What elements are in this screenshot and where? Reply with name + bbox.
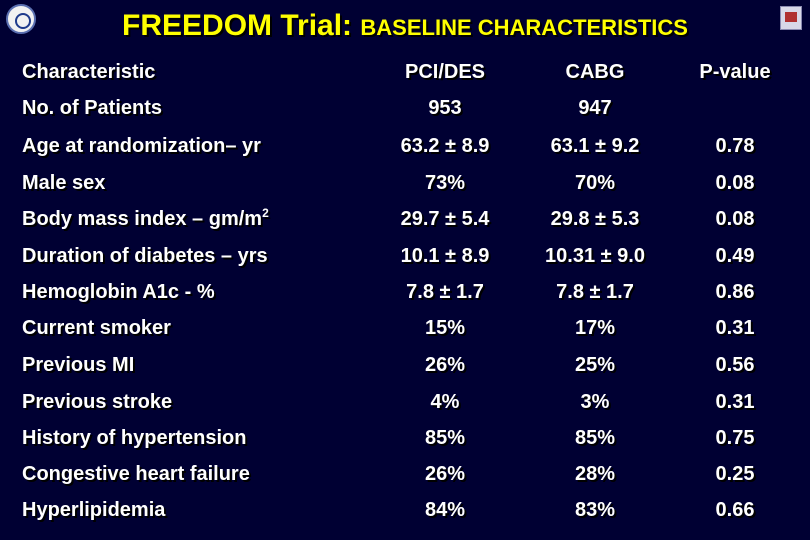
- table-row: Previous stroke 4% 3% 0.31: [0, 384, 810, 420]
- row-label-text: Age at randomization– yr: [22, 135, 261, 157]
- table-row: Congestive heart failure 26% 28% 0.25: [0, 456, 810, 492]
- cabg-value: 63.1 ± 9.2: [550, 135, 640, 157]
- table-row: Hyperlipidemia 84% 83% 0.66: [0, 492, 810, 528]
- row-label-text: Male sex: [22, 172, 106, 194]
- row-label-text: No. of Patients: [22, 97, 163, 119]
- pci-des-value: 7.8 ± 1.7: [406, 281, 484, 303]
- row-label-text: Hyperlipidemia: [22, 499, 166, 521]
- cabg-value: 17%: [574, 317, 616, 339]
- row-label-text: Hemoglobin A1c - %: [22, 281, 215, 303]
- heart-logo-right: [780, 6, 802, 30]
- cabg-value: 947: [578, 97, 612, 119]
- pci-des-value: 84%: [424, 499, 466, 521]
- cabg-value: 25%: [574, 354, 616, 376]
- pci-des-value: 26%: [424, 354, 466, 376]
- row-label: Previous MI: [22, 347, 134, 383]
- row-label-superscript: 2: [262, 206, 269, 220]
- row-label: Hemoglobin A1c - %: [22, 274, 215, 310]
- p-value: 0.75: [715, 427, 755, 449]
- pci-des-value: 63.2 ± 8.9: [400, 135, 490, 157]
- row-label: Previous stroke: [22, 384, 172, 420]
- table-row: No. of Patients 953 947: [0, 90, 810, 126]
- title-main: FREEDOM Trial:: [122, 9, 353, 42]
- cabg-value: 29.8 ± 5.3: [550, 208, 640, 230]
- p-value: 0.78: [715, 135, 755, 157]
- row-label: Male sex: [22, 165, 105, 201]
- pci-des-value: 15%: [424, 317, 466, 339]
- table-row: Previous MI 26% 25% 0.56: [0, 347, 810, 383]
- cabg-value: 83%: [574, 499, 616, 521]
- slide-title: FREEDOM Trial: BASELINE CHARACTERISTICS: [0, 8, 810, 46]
- trial-logo-left: [6, 4, 36, 34]
- pci-des-value: 73%: [424, 172, 466, 194]
- header-p-value: P-value: [699, 61, 771, 83]
- p-value: 0.31: [715, 391, 755, 413]
- table-row: Age at randomization– yr 63.2 ± 8.9 63.1 ±…: [0, 128, 810, 164]
- row-label: History of hypertension: [22, 420, 246, 456]
- header-characteristic: Characteristic: [22, 61, 156, 83]
- row-label: Duration of diabetes – yrs: [22, 238, 268, 274]
- table-row: History of hypertension 85% 85% 0.75: [0, 420, 810, 456]
- table-row: Male sex 73% 70% 0.08: [0, 165, 810, 201]
- title-sub: BASELINE CHARACTERISTICS: [360, 15, 688, 40]
- pci-des-value: 29.7 ± 5.4: [400, 208, 490, 230]
- p-value: 0.86: [715, 281, 755, 303]
- pci-des-value: 85%: [424, 427, 466, 449]
- row-label-text: Previous MI: [22, 354, 135, 376]
- cabg-value: 10.31 ± 9.0: [545, 245, 645, 267]
- cabg-value: 3%: [580, 391, 610, 413]
- p-value: 0.08: [715, 208, 755, 230]
- row-label: Hyperlipidemia: [22, 492, 165, 528]
- table-header-row: Characteristic PCI/DES CABG P-value: [0, 54, 810, 90]
- row-label: Congestive heart failure: [22, 456, 250, 492]
- header-pci-des: PCI/DES: [404, 61, 486, 83]
- pci-des-value: 26%: [424, 463, 466, 485]
- row-label-text: Congestive heart failure: [22, 463, 250, 485]
- row-label: Current smoker: [22, 310, 171, 346]
- header-cabg: CABG: [565, 61, 625, 83]
- table-row: Hemoglobin A1c - % 7.8 ± 1.7 7.8 ± 1.7 0.86: [0, 274, 810, 310]
- row-label-text: History of hypertension: [22, 427, 247, 449]
- row-label-text: Duration of diabetes – yrs: [22, 245, 268, 267]
- cabg-value: 7.8 ± 1.7: [556, 281, 634, 303]
- p-value: 0.25: [715, 463, 755, 485]
- pci-des-value: 4%: [430, 391, 460, 413]
- row-label-text: Body mass index – gm/m: [22, 208, 263, 230]
- p-value: 0.49: [715, 245, 755, 267]
- row-label-text: Previous stroke: [22, 391, 173, 413]
- pci-des-value: 10.1 ± 8.9: [400, 245, 490, 267]
- cabg-value: 85%: [574, 427, 616, 449]
- table-row: Body mass index – gm/m2 29.7 ± 5.4 29.8 ± …: [0, 201, 810, 237]
- row-label: No. of Patients: [22, 90, 162, 126]
- row-label: Age at randomization– yr: [22, 128, 261, 164]
- table-row: Current smoker 15% 17% 0.31: [0, 310, 810, 346]
- row-label: Body mass index – gm/m2: [22, 201, 269, 237]
- row-label-text: Current smoker: [22, 317, 171, 339]
- cabg-value: 70%: [574, 172, 616, 194]
- table-row: Duration of diabetes – yrs 10.1 ± 8.9 10.3…: [0, 238, 810, 274]
- p-value: 0.31: [715, 317, 755, 339]
- p-value: 0.66: [715, 499, 755, 521]
- cabg-value: 28%: [574, 463, 616, 485]
- p-value: 0.08: [715, 172, 755, 194]
- p-value: 0.56: [715, 354, 755, 376]
- pci-des-value: 953: [428, 97, 462, 119]
